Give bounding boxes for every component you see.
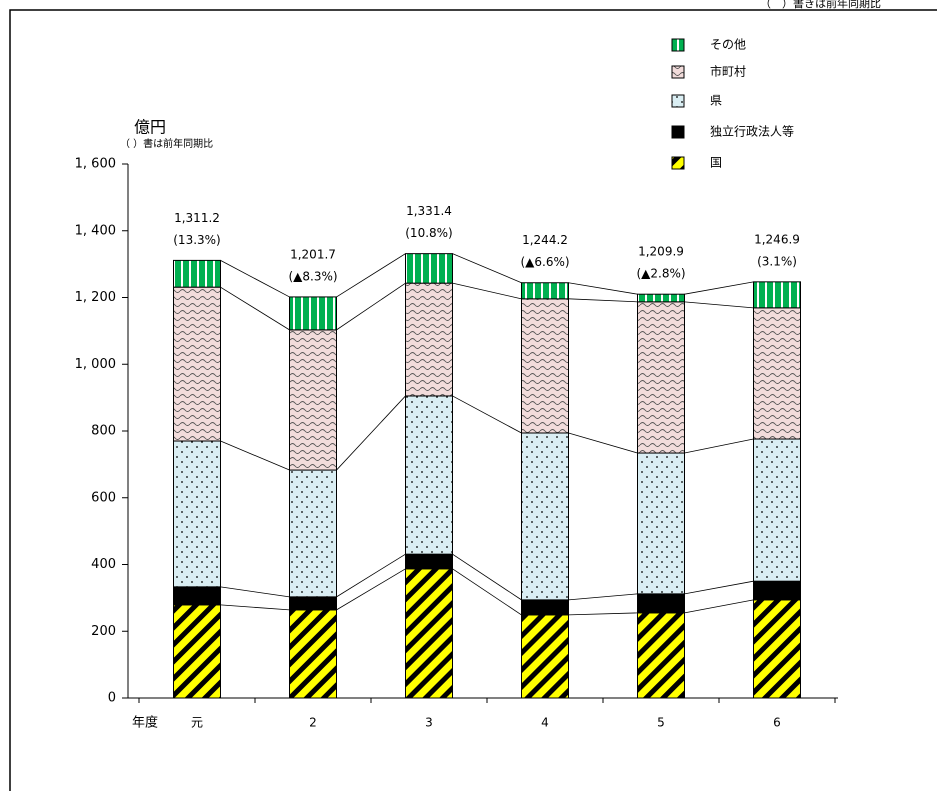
bar-segment bbox=[173, 259, 221, 288]
bar-segment bbox=[521, 614, 569, 699]
connector bbox=[568, 612, 638, 616]
total-label: 1,246.9 bbox=[754, 232, 800, 246]
y-axis-label: 億円 bbox=[134, 118, 166, 137]
y-tick-label: 1, 400 bbox=[75, 223, 116, 238]
bar-segment bbox=[753, 438, 801, 582]
bar-segment bbox=[289, 609, 337, 699]
bar-segment bbox=[405, 395, 453, 555]
y-tick-label: 1, 200 bbox=[75, 290, 116, 305]
bar-segment bbox=[405, 568, 453, 699]
bar-segment bbox=[289, 596, 337, 611]
connector bbox=[684, 599, 754, 614]
change-label: (▲6.6%) bbox=[520, 255, 569, 269]
legend-label: 国 bbox=[710, 156, 722, 170]
change-label: (13.3%) bbox=[173, 233, 220, 247]
connector bbox=[452, 253, 522, 284]
bar-segment bbox=[637, 593, 685, 614]
connector bbox=[336, 568, 406, 611]
legend-label: その他 bbox=[710, 38, 746, 52]
connector bbox=[336, 395, 406, 471]
legend-swatch bbox=[671, 156, 685, 170]
bar-segment bbox=[521, 298, 569, 434]
legend-swatch bbox=[671, 94, 685, 108]
connector bbox=[684, 580, 754, 595]
change-label: (3.1%) bbox=[757, 254, 797, 268]
legend-swatch bbox=[671, 38, 685, 52]
change-label: (▲8.3%) bbox=[288, 269, 337, 283]
y-tick-label: 1, 600 bbox=[75, 157, 116, 172]
bar-segment bbox=[753, 307, 801, 440]
connector bbox=[336, 253, 406, 298]
change-label: (10.8%) bbox=[405, 226, 452, 240]
x-tick-label: 3 bbox=[425, 716, 433, 730]
connector bbox=[684, 281, 754, 295]
y-tick-label: 600 bbox=[91, 490, 116, 505]
connector bbox=[568, 593, 638, 601]
bar-segment bbox=[521, 599, 569, 616]
legend-swatch bbox=[671, 65, 685, 79]
connector bbox=[684, 301, 754, 309]
bar-segment bbox=[521, 282, 569, 300]
bar-segment bbox=[289, 469, 337, 598]
bar-segment bbox=[637, 293, 685, 303]
note: （ ）書きは前年同期比 bbox=[760, 0, 881, 10]
connector bbox=[452, 568, 522, 616]
connector bbox=[220, 604, 290, 611]
y-axis-sublabel: （ ）書は前年同期比 bbox=[120, 137, 213, 150]
connector bbox=[684, 438, 754, 454]
bar-segment bbox=[521, 432, 569, 601]
bar-segment bbox=[173, 286, 221, 442]
y-tick-label: 1, 000 bbox=[75, 357, 116, 372]
x-axis-label: 年度 bbox=[132, 715, 158, 731]
y-tick-label: 200 bbox=[91, 624, 116, 639]
connector bbox=[452, 553, 522, 601]
bar-segment bbox=[289, 296, 337, 331]
bar-segment bbox=[405, 253, 453, 284]
connector bbox=[452, 282, 522, 300]
frame bbox=[9, 9, 937, 791]
x-tick-label: 4 bbox=[541, 716, 549, 730]
legend-label: 市町村 bbox=[710, 64, 746, 79]
bar-segment bbox=[637, 612, 685, 699]
connector bbox=[220, 440, 290, 471]
total-label: 1,201.7 bbox=[290, 247, 336, 261]
y-tick-label: 800 bbox=[91, 424, 116, 439]
connector bbox=[336, 553, 406, 598]
bar-segment bbox=[637, 452, 685, 595]
bar-segment bbox=[289, 329, 337, 471]
bar-segment bbox=[173, 440, 221, 588]
bar-segment bbox=[405, 553, 453, 570]
x-tick-label: 2 bbox=[309, 716, 317, 730]
bar-segment bbox=[637, 301, 685, 454]
y-tick-label: 400 bbox=[91, 557, 116, 572]
legend-swatch bbox=[671, 125, 685, 139]
connector bbox=[220, 586, 290, 598]
connector bbox=[568, 298, 638, 303]
connector bbox=[568, 282, 638, 295]
bar-segment bbox=[405, 282, 453, 397]
x-tick-label: 元 bbox=[191, 716, 203, 730]
bar-segment bbox=[753, 599, 801, 699]
change-label: (▲2.8%) bbox=[636, 267, 685, 281]
x-tick-label: 5 bbox=[657, 716, 665, 730]
bar-segment bbox=[173, 604, 221, 699]
total-label: 1,331.4 bbox=[406, 204, 452, 218]
connector bbox=[568, 432, 638, 454]
total-label: 1,311.2 bbox=[174, 211, 220, 225]
connector bbox=[452, 395, 522, 434]
bar-segment bbox=[753, 580, 801, 601]
connector bbox=[220, 260, 290, 298]
connector bbox=[336, 282, 406, 331]
legend-label: 県 bbox=[710, 94, 722, 108]
total-label: 1,209.9 bbox=[638, 245, 684, 259]
bar-segment bbox=[753, 281, 801, 309]
bar-segment bbox=[173, 586, 221, 606]
connector bbox=[220, 286, 290, 331]
total-label: 1,244.2 bbox=[522, 233, 568, 247]
x-tick-label: 6 bbox=[773, 716, 781, 730]
y-tick-label: 0 bbox=[108, 691, 116, 706]
legend-label: 独立行政法人等 bbox=[710, 124, 794, 139]
